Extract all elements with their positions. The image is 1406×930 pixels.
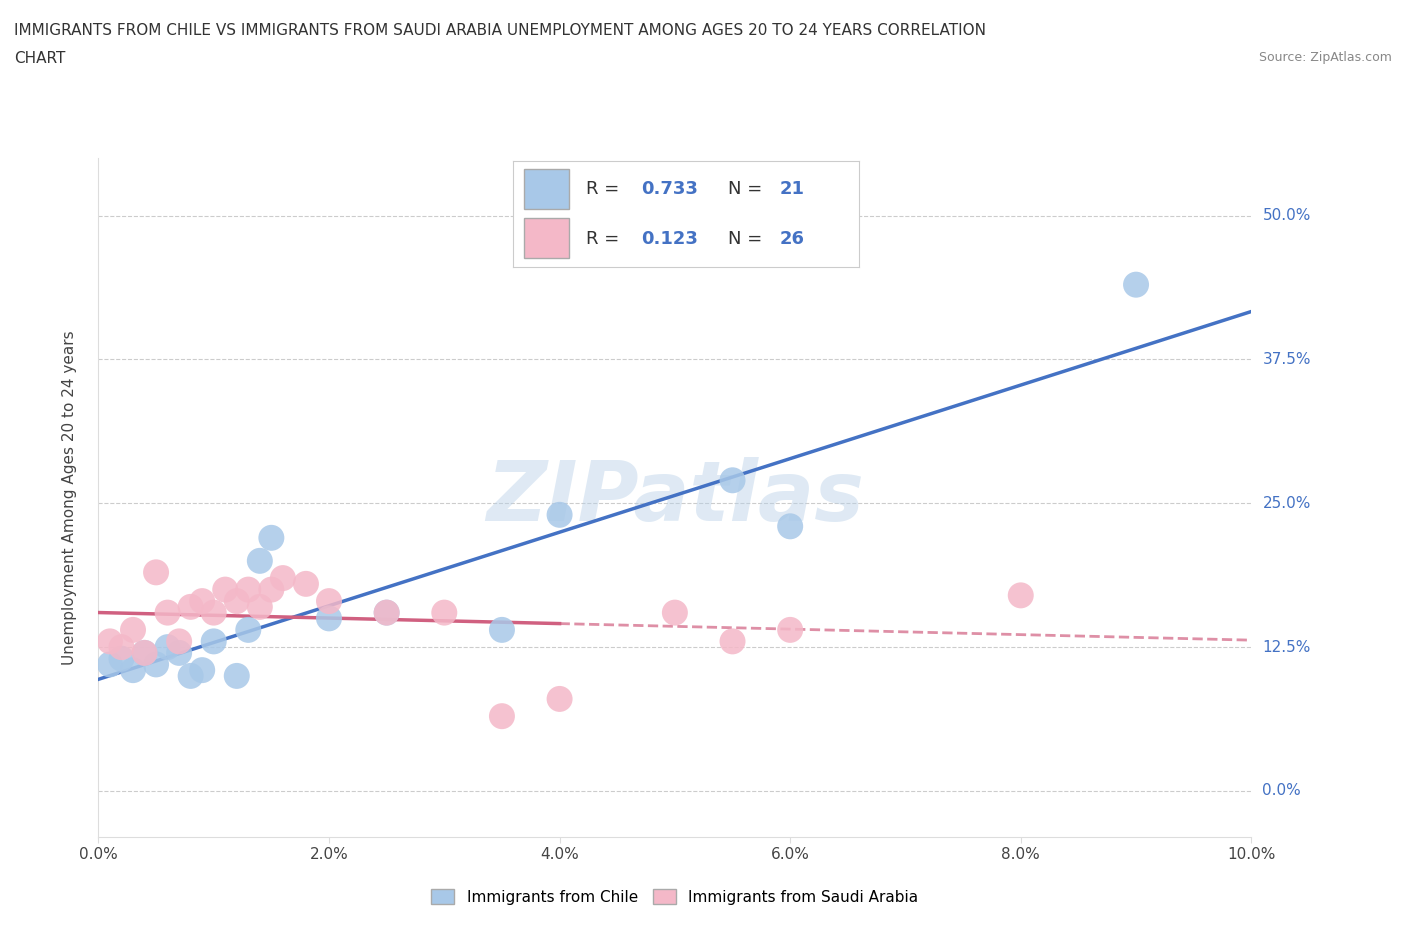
Point [260, 530, 283, 545]
Point [238, 622, 260, 637]
Point [433, 605, 456, 620]
Point [134, 645, 156, 660]
Text: Source: ZipAtlas.com: Source: ZipAtlas.com [1258, 51, 1392, 64]
Point [548, 692, 571, 707]
Point [1125, 277, 1147, 292]
Point [122, 622, 145, 637]
Point [318, 593, 340, 608]
Point [202, 634, 225, 649]
Point [145, 565, 167, 579]
Point [779, 622, 801, 637]
Point [238, 582, 260, 597]
Point [191, 593, 214, 608]
Point [191, 663, 214, 678]
Point [167, 645, 190, 660]
Point [110, 640, 132, 655]
Point [721, 634, 744, 649]
Point [491, 709, 513, 724]
Point [664, 605, 686, 620]
Point [156, 640, 179, 655]
Point [156, 605, 179, 620]
Point [375, 605, 398, 620]
Point [145, 657, 167, 671]
Y-axis label: Unemployment Among Ages 20 to 24 years: Unemployment Among Ages 20 to 24 years [62, 330, 77, 665]
Point [122, 663, 145, 678]
Point [98, 657, 121, 671]
Text: IMMIGRANTS FROM CHILE VS IMMIGRANTS FROM SAUDI ARABIA UNEMPLOYMENT AMONG AGES 20: IMMIGRANTS FROM CHILE VS IMMIGRANTS FROM… [14, 23, 986, 38]
Point [98, 634, 121, 649]
Point [548, 508, 571, 523]
Point [721, 472, 744, 487]
Point [779, 519, 801, 534]
Point [271, 571, 294, 586]
Point [318, 611, 340, 626]
Point [375, 605, 398, 620]
Text: 25.0%: 25.0% [1263, 496, 1310, 511]
Point [1010, 588, 1032, 603]
Text: 12.5%: 12.5% [1263, 640, 1310, 655]
Point [134, 645, 156, 660]
Point [202, 605, 225, 620]
Text: 37.5%: 37.5% [1263, 352, 1310, 367]
Legend: Immigrants from Chile, Immigrants from Saudi Arabia: Immigrants from Chile, Immigrants from S… [425, 883, 925, 910]
Text: CHART: CHART [14, 51, 66, 66]
Point [214, 582, 236, 597]
Point [110, 651, 132, 666]
Point [249, 600, 271, 615]
Point [491, 622, 513, 637]
Point [180, 669, 202, 684]
Point [249, 553, 271, 568]
Text: ZIPatlas: ZIPatlas [486, 457, 863, 538]
Point [260, 582, 283, 597]
Point [295, 577, 318, 591]
Text: 0.0%: 0.0% [1263, 783, 1301, 799]
Point [225, 593, 247, 608]
Point [167, 634, 190, 649]
Point [180, 600, 202, 615]
Point [225, 669, 247, 684]
Text: 50.0%: 50.0% [1263, 208, 1310, 223]
